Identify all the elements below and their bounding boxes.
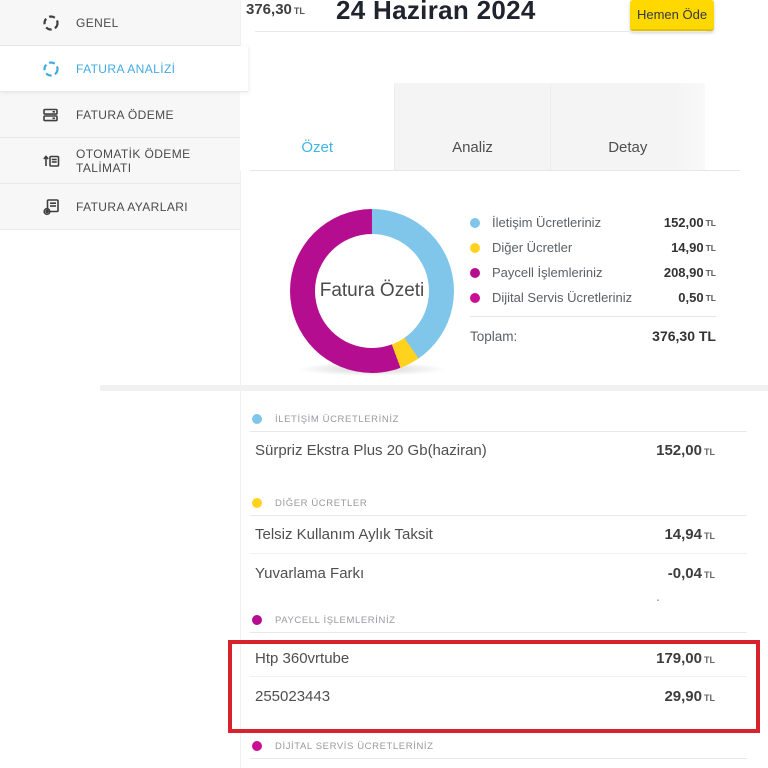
donut-center-label: Fatura Özeti <box>319 280 425 301</box>
sidebar-item-otomatik-odeme-talimati[interactable]: OTOMATİK ÖDEME TALİMATI <box>0 138 240 184</box>
section-rule <box>250 431 747 432</box>
section-header-dijital: DİJİTAL SERVİS ÜCRETLERİNİZ <box>252 739 434 753</box>
charge-row: Telsiz Kullanım Aylık Taksit 14,94 TL <box>255 526 715 543</box>
sidebar-item-label: FATURA ANALİZİ <box>76 61 176 76</box>
legend-row-dijital: Dijital Servis Ücretleriniz 0,50 TL <box>470 285 716 310</box>
bill-date: 24 Haziran 2024 <box>336 0 536 25</box>
pay-now-button[interactable]: Hemen Öde <box>630 0 714 31</box>
section-header-iletisim: İLETİŞİM ÜCRETLERİNİZ <box>252 412 399 426</box>
sidebar-item-label: FATURA AYARLARI <box>76 199 189 214</box>
auto-payment-icon <box>42 152 60 170</box>
currency-label: TL <box>293 6 305 16</box>
legend-row-paycell: Paycell İşlemleriniz 208,90 TL <box>470 260 716 285</box>
sidebar: GENEL FATURA ANALİZİ FATURA ÖDEME <box>0 0 248 230</box>
charge-row: Htp 360vrtube 179,00 TL <box>255 650 715 667</box>
section-header-diger: DİĞER ÜCRETLER <box>252 496 367 510</box>
charge-row: Yuvarlama Farkı -0,04 TL <box>255 565 715 582</box>
section-rule <box>250 515 747 516</box>
section-rule <box>250 632 747 633</box>
chart-legend: İletişim Ücretleriniz 152,00 TL Diğer Üc… <box>470 210 716 349</box>
card-separator-band <box>100 385 768 391</box>
donut-ring-icon <box>42 60 60 78</box>
donut-ring-icon <box>42 14 60 32</box>
legend-total-row: Toplam: 376,30 TL <box>470 328 716 344</box>
donut-center: Fatura Özeti <box>315 234 429 348</box>
section-dot <box>252 741 262 751</box>
legend-dot <box>470 292 480 303</box>
row-rule <box>250 676 747 677</box>
sidebar-item-fatura-ayarlari[interactable]: FATURA AYARLARI <box>0 184 240 230</box>
cards-icon <box>42 106 60 124</box>
sidebar-item-fatura-analizi[interactable]: FATURA ANALİZİ <box>0 46 248 92</box>
charge-row: 255023443 29,90 TL <box>255 688 715 705</box>
legend-dot <box>470 217 480 228</box>
sidebar-item-label: OTOMATİK ÖDEME TALİMATI <box>76 146 191 175</box>
tab-analiz[interactable]: Analiz <box>394 83 550 171</box>
tab-detay[interactable]: Detay <box>549 83 705 171</box>
stray-dot: . <box>656 588 660 604</box>
legend-divider <box>470 316 716 317</box>
section-dot <box>252 498 262 508</box>
tabs-underline <box>250 170 740 171</box>
section-dot <box>252 615 262 625</box>
legend-row-diger: Diğer Ücretler 14,90 TL <box>470 235 716 260</box>
content-left-border <box>240 0 241 768</box>
charge-row: Sürpriz Ekstra Plus 20 Gb(haziran) 152,0… <box>255 442 715 459</box>
header-divider <box>255 31 707 32</box>
sidebar-item-label: FATURA ÖDEME <box>76 107 174 122</box>
legend-dot <box>470 242 480 253</box>
section-rule <box>250 758 747 759</box>
section-header-paycell: PAYCELL İŞLEMLERİNİZ <box>252 613 396 627</box>
legend-row-iletisim: İletişim Ücretleriniz 152,00 TL <box>470 210 716 235</box>
tab-bar: Özet Analiz Detay <box>240 83 705 171</box>
row-rule <box>250 553 747 554</box>
bill-amount: 376,30 TL <box>246 1 305 18</box>
total-value: 376,30 TL <box>652 328 716 344</box>
sidebar-item-fatura-odeme[interactable]: FATURA ÖDEME <box>0 92 240 138</box>
section-dot <box>252 414 262 424</box>
settings-doc-icon <box>42 198 60 216</box>
tab-ozet[interactable]: Özet <box>240 83 395 171</box>
legend-dot <box>470 267 480 278</box>
sidebar-item-genel[interactable]: GENEL <box>0 0 240 46</box>
sidebar-item-label: GENEL <box>76 15 119 30</box>
